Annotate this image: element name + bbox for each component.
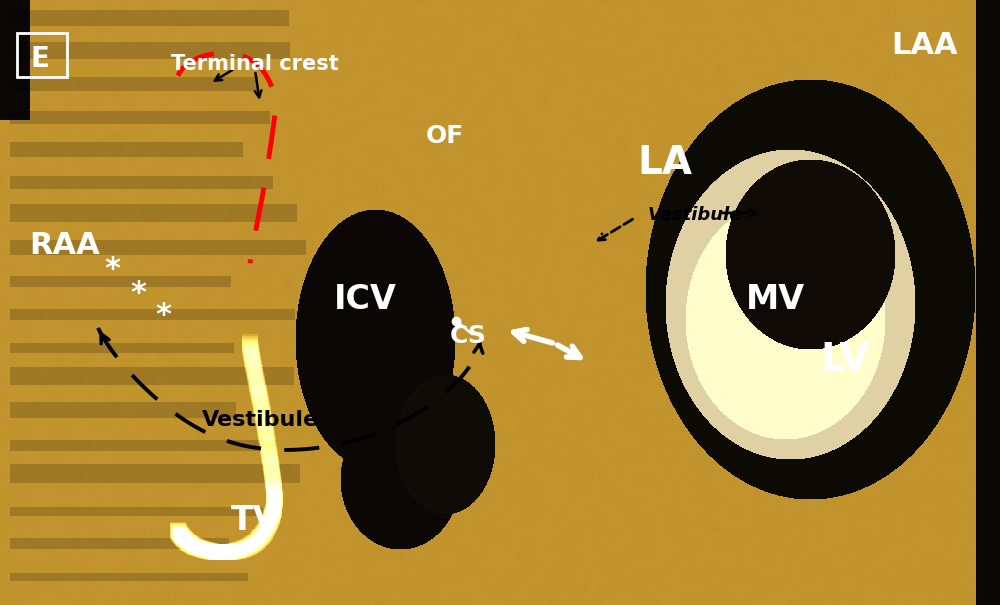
- Text: LA: LA: [638, 145, 692, 182]
- Text: RAA: RAA: [30, 231, 100, 260]
- Text: CS: CS: [450, 324, 486, 348]
- Text: *: *: [104, 255, 120, 284]
- Text: TV: TV: [231, 504, 279, 537]
- Text: LV: LV: [820, 341, 870, 379]
- Text: *: *: [130, 279, 146, 308]
- Text: LAA: LAA: [892, 31, 958, 60]
- Text: Terminal crest: Terminal crest: [171, 53, 339, 74]
- Text: E: E: [31, 45, 49, 73]
- Text: OF: OF: [426, 124, 464, 148]
- Text: *: *: [155, 301, 171, 330]
- Text: Vestibule: Vestibule: [648, 206, 742, 224]
- Text: Vestibule: Vestibule: [201, 410, 319, 431]
- Text: MV: MV: [745, 283, 805, 316]
- Text: ICV: ICV: [334, 283, 396, 316]
